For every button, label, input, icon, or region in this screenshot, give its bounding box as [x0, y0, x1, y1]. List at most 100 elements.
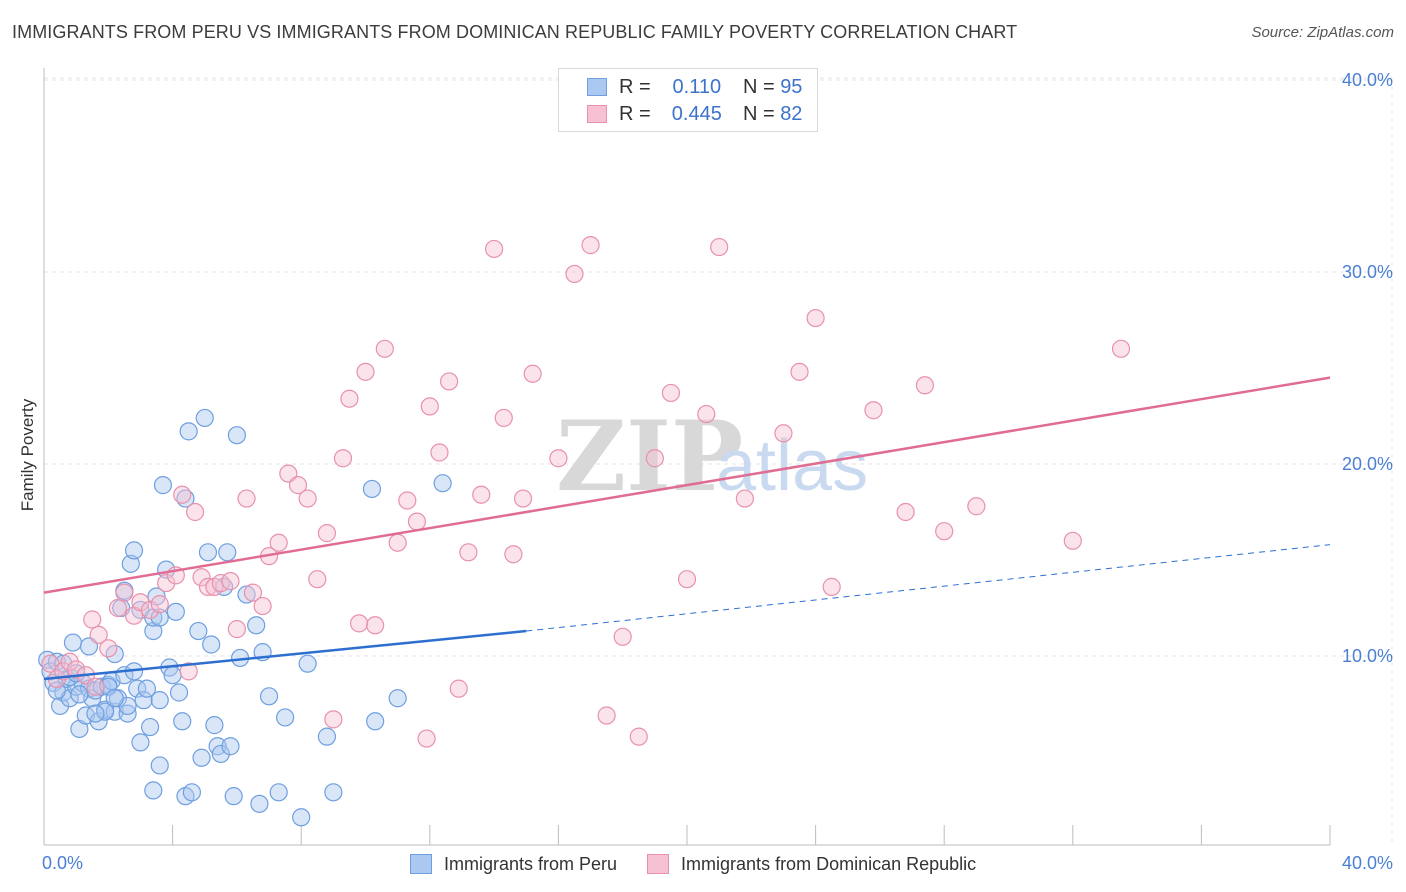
point-peru — [189, 621, 208, 641]
point-dominican — [150, 595, 169, 614]
point-dominican — [710, 237, 729, 257]
point-dominican — [173, 485, 192, 504]
point-dominican — [790, 362, 809, 381]
point-dominican — [549, 449, 568, 468]
y-tick-label: 30.0% — [1342, 262, 1393, 282]
point-peru — [250, 794, 269, 813]
point-dominican — [822, 577, 841, 596]
point-peru — [298, 654, 317, 673]
point-dominican — [253, 596, 272, 616]
point-dominican — [317, 524, 337, 543]
point-dominican — [504, 545, 523, 564]
point-peru — [150, 756, 169, 775]
point-dominican — [896, 502, 915, 522]
series-name-dominican: Immigrants from Dominican Republic — [681, 853, 977, 874]
point-peru — [218, 543, 237, 562]
point-peru — [211, 744, 230, 764]
point-dominican — [513, 489, 533, 508]
legend-r-value: 0.110 — [672, 75, 722, 98]
point-peru — [128, 679, 147, 698]
point-dominican — [356, 362, 375, 381]
point-peru — [137, 679, 156, 698]
series-swatch-peru — [410, 854, 432, 874]
point-peru — [169, 683, 189, 702]
point-peru — [144, 781, 163, 800]
point-peru — [105, 689, 124, 708]
legend-r-label: R = — [619, 102, 651, 125]
point-peru — [150, 608, 169, 627]
point-dominican — [288, 476, 308, 495]
series-swatch-dominican — [647, 854, 670, 874]
point-peru — [92, 677, 111, 696]
point-peru — [121, 554, 140, 573]
point-peru — [134, 691, 153, 710]
series-legend: Immigrants from Peru Immigrants from Dom… — [410, 852, 1006, 876]
point-peru — [163, 666, 182, 685]
point-dominican — [221, 572, 240, 591]
point-dominican — [613, 627, 632, 646]
legend-n-value: 82 — [780, 102, 803, 125]
point-dominican — [459, 543, 478, 562]
point-dominican — [115, 583, 134, 602]
point-peru — [324, 783, 343, 802]
series-name-peru: Immigrants from Peru — [444, 853, 618, 874]
point-dominican — [472, 485, 491, 504]
point-peru — [131, 733, 150, 752]
watermark-zip: ZIP — [556, 400, 743, 513]
point-peru — [150, 691, 169, 710]
point-dominican — [333, 449, 353, 468]
point-dominican — [806, 308, 825, 328]
point-dominican — [1111, 339, 1131, 358]
point-dominican — [179, 662, 198, 681]
point-peru — [269, 783, 288, 802]
point-peru — [124, 541, 144, 560]
point-peru — [153, 476, 173, 495]
point-peru — [140, 717, 160, 737]
point-dominican — [157, 573, 176, 593]
trend-line-peru — [43, 629, 527, 681]
legend-swatch-peru — [587, 78, 607, 96]
point-dominican — [915, 376, 935, 395]
point-peru — [292, 808, 311, 827]
point-dominican — [1063, 531, 1082, 550]
point-dominican — [324, 710, 343, 729]
point-dominican — [366, 616, 385, 635]
point-dominican — [192, 568, 211, 587]
point-dominican — [108, 598, 128, 618]
point-dominican — [86, 677, 105, 696]
series-legend-item-peru: Immigrants from Peru — [410, 854, 617, 875]
point-dominican — [523, 364, 542, 383]
point-dominican — [375, 339, 394, 358]
point-dominican — [864, 401, 883, 420]
point-peru — [86, 704, 105, 723]
trend-line-dominican — [43, 376, 1331, 594]
legend-row-dominican: R = 0.445 N = 82 — [587, 102, 802, 126]
y-tick-label: 10.0% — [1342, 646, 1393, 666]
point-dominican — [597, 706, 616, 725]
point-peru — [179, 422, 198, 441]
point-dominican — [269, 533, 288, 552]
point-peru — [259, 687, 279, 706]
point-dominican — [67, 660, 86, 679]
y-tick-label: 40.0% — [1342, 70, 1393, 90]
legend-n-label: N = — [742, 75, 775, 98]
legend-swatch-dominican — [587, 105, 607, 123]
point-dominican — [349, 614, 369, 633]
legend-row-peru: R = 0.110 N = 95 — [587, 75, 802, 99]
point-dominican — [89, 625, 108, 644]
point-dominican — [494, 408, 513, 428]
point-peru — [388, 689, 407, 708]
point-peru — [237, 585, 256, 604]
tick-labels: 10.0% 20.0% 30.0% 40.0% 0.0% 40.0% — [42, 70, 1393, 873]
y-tick-label: 20.0% — [1342, 454, 1393, 474]
point-dominican — [398, 491, 417, 510]
point-dominican — [140, 600, 160, 620]
point-dominican — [237, 489, 256, 508]
point-dominican — [99, 639, 118, 658]
point-peru — [205, 716, 224, 735]
point-dominican — [485, 239, 504, 259]
x-tick-label: 0.0% — [42, 853, 83, 873]
point-dominican — [298, 489, 317, 508]
point-dominican — [774, 424, 793, 443]
